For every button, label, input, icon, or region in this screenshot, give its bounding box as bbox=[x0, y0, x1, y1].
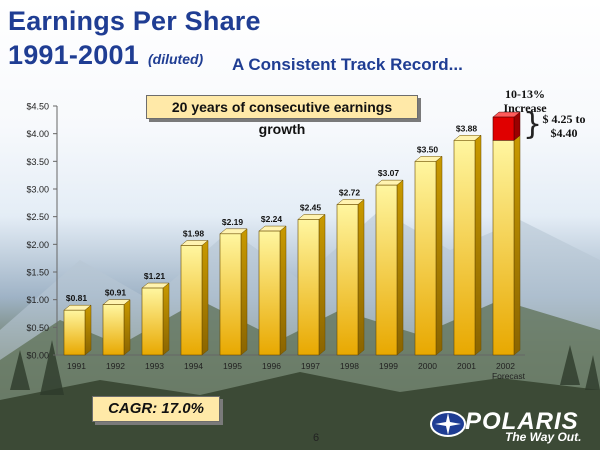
x-tick-label-1993: 1993 bbox=[145, 361, 164, 371]
page-number: 6 bbox=[313, 432, 320, 444]
bar-1993: $1.21 bbox=[141, 271, 170, 356]
page-tagline: A Consistent Track Record... bbox=[232, 55, 463, 74]
bar-1992: $0.91 bbox=[102, 288, 131, 356]
data-label-1998: $2.72 bbox=[339, 187, 361, 197]
range-note: $ 4.25 to $4.40 bbox=[542, 112, 586, 140]
bar-1994: $1.98 bbox=[180, 228, 209, 356]
growth-callout: 20 years of consecutive earnings growth bbox=[146, 95, 418, 137]
x-tick-label-2000: 2000 bbox=[418, 361, 437, 371]
x-tick-label-1992: 1992 bbox=[106, 361, 125, 371]
y-tick-label: $3.50 bbox=[26, 157, 49, 167]
x-tick-label-1991: 1991 bbox=[67, 361, 86, 371]
x-tick-sublabel-2002: Forecast bbox=[492, 371, 526, 381]
y-tick-label: $2.00 bbox=[26, 240, 49, 250]
y-tick-label: $2.50 bbox=[26, 212, 49, 222]
x-tick-label-1997: 1997 bbox=[301, 361, 320, 371]
bar-2001: $3.88 bbox=[453, 123, 482, 356]
x-tick-label-1999: 1999 bbox=[379, 361, 398, 371]
x-tick-label-1998: 1998 bbox=[340, 361, 359, 371]
y-tick-label: $0.00 bbox=[26, 351, 49, 361]
title-qualifier: (diluted) bbox=[148, 51, 204, 67]
x-tick-label-2002: 2002 bbox=[496, 361, 515, 371]
y-tick-label: $4.50 bbox=[26, 102, 49, 112]
data-label-1993: $1.21 bbox=[144, 271, 166, 281]
polaris-star-icon bbox=[430, 411, 466, 437]
data-label-2000: $3.50 bbox=[417, 144, 439, 154]
page-title-years: 1991-2001 bbox=[8, 40, 139, 70]
cagr-callout: CAGR: 17.0% bbox=[92, 396, 220, 422]
forecast-increase-segment bbox=[492, 111, 521, 141]
data-label-1996: $2.24 bbox=[261, 214, 283, 224]
bar-2000: $3.50 bbox=[414, 144, 443, 356]
increase-note: 10-13% Increase bbox=[503, 87, 547, 115]
y-tick-label: $1.50 bbox=[26, 268, 49, 278]
data-label-1994: $1.98 bbox=[183, 228, 205, 238]
bar-1999: $3.07 bbox=[375, 168, 404, 356]
y-tick-label: $4.00 bbox=[26, 129, 49, 139]
x-tick-label-1994: 1994 bbox=[184, 361, 203, 371]
x-tick-label-2001: 2001 bbox=[457, 361, 476, 371]
bar-1997: $2.45 bbox=[297, 202, 326, 356]
page-title: Earnings Per Share bbox=[8, 6, 261, 36]
x-tick-label-1995: 1995 bbox=[223, 361, 242, 371]
bar-2002 bbox=[492, 111, 521, 356]
bar-1995: $2.19 bbox=[219, 217, 248, 356]
data-label-1997: $2.45 bbox=[300, 202, 322, 212]
data-label-2001: $3.88 bbox=[456, 123, 478, 133]
y-tick-label: $3.00 bbox=[26, 185, 49, 195]
x-tick-label-1996: 1996 bbox=[262, 361, 281, 371]
bar-1996: $2.24 bbox=[258, 214, 287, 356]
y-tick-label: $0.50 bbox=[26, 323, 49, 333]
data-label-1999: $3.07 bbox=[378, 168, 400, 178]
data-label-1992: $0.91 bbox=[105, 288, 127, 298]
bar-1991: $0.81 bbox=[63, 293, 92, 356]
brand-tagline: The Way Out. bbox=[505, 430, 582, 444]
brand-logo-text: POLARIS bbox=[465, 408, 579, 435]
y-tick-label: $1.00 bbox=[26, 295, 49, 305]
brace-icon: } bbox=[523, 107, 543, 142]
bar-1998: $2.72 bbox=[336, 187, 365, 356]
data-label-1995: $2.19 bbox=[222, 217, 244, 227]
data-label-1991: $0.81 bbox=[66, 293, 88, 303]
